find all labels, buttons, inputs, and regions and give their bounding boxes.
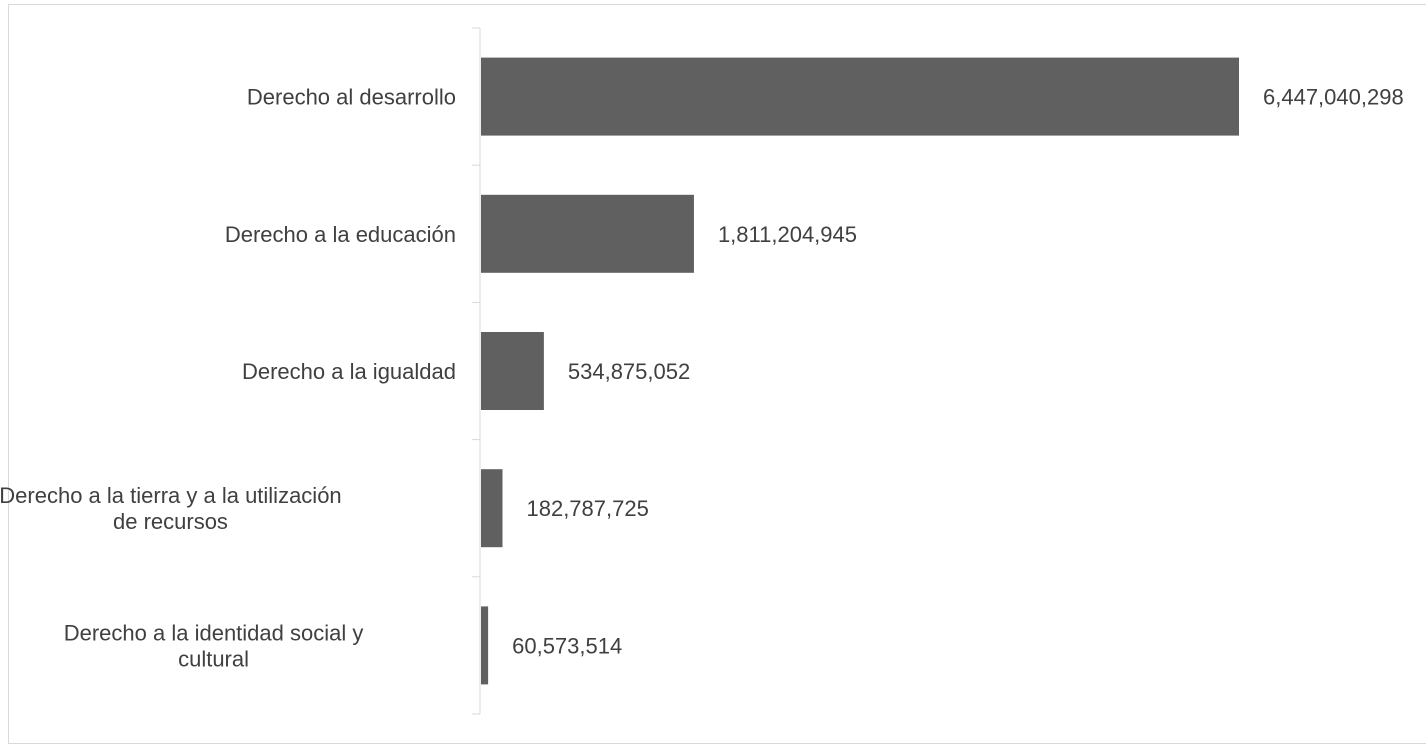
labels-layer: 6,447,040,298 Derecho al desarrollo 1,811,… xyxy=(0,85,1404,672)
category-label-line: Derecho a la educación xyxy=(225,222,456,247)
bar-4 xyxy=(481,469,503,548)
category-label-line: Derecho a la tierra y a la utilización xyxy=(0,483,342,508)
category-label-5: Derecho a la identidad social y cultural xyxy=(64,620,364,671)
data-label-4: 182,787,725 xyxy=(526,496,648,521)
category-label-line: Derecho al desarrollo xyxy=(247,85,456,110)
category-label-1: Derecho al desarrollo xyxy=(247,85,456,110)
axis-layer xyxy=(472,27,481,715)
bar-1 xyxy=(481,57,1239,136)
category-label-line: de recursos xyxy=(113,509,228,534)
bars-layer xyxy=(481,57,1239,685)
category-label-line: cultural xyxy=(178,646,249,671)
category-label-line: Derecho a la igualdad xyxy=(242,359,456,384)
data-label-2: 1,811,204,945 xyxy=(718,222,857,247)
bar-3 xyxy=(481,332,544,410)
category-label-line: Derecho a la identidad social y xyxy=(64,620,364,645)
data-label-3: 534,875,052 xyxy=(568,359,690,384)
data-label-5: 60,573,514 xyxy=(512,633,622,658)
category-label-3: Derecho a la igualdad xyxy=(242,359,456,384)
category-label-4: Derecho a la tierra y a la utilización de… xyxy=(0,483,342,534)
bar-2 xyxy=(481,194,694,273)
bar-5 xyxy=(481,606,489,685)
category-label-2: Derecho a la educación xyxy=(225,222,456,247)
data-label-1: 6,447,040,298 xyxy=(1263,85,1404,110)
